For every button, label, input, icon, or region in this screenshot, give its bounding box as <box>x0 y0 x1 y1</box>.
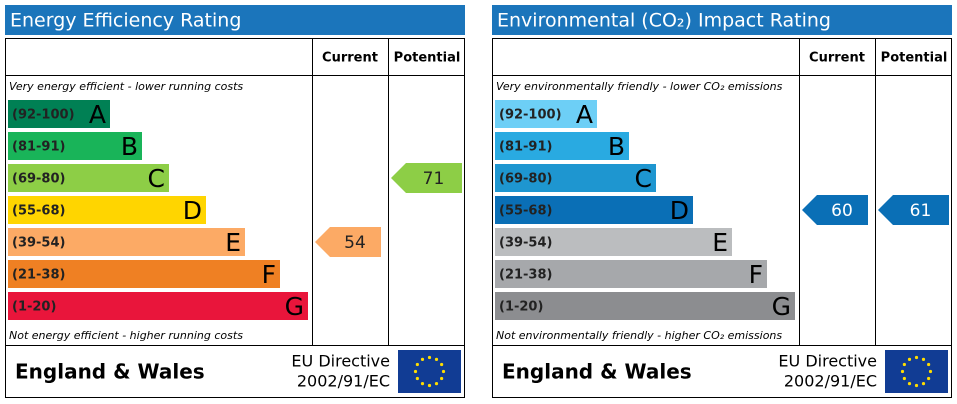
flag-star <box>900 369 905 374</box>
flag-star <box>927 362 931 367</box>
band-letter: G <box>772 292 791 321</box>
flag-star <box>440 362 444 367</box>
flag-star <box>434 357 439 361</box>
directive: 2002/91/EC <box>784 372 877 391</box>
flag-star <box>921 382 926 386</box>
band <box>8 228 245 256</box>
band-range: (55-68) <box>12 204 65 219</box>
band-range: (1-20) <box>499 300 543 315</box>
flag-star <box>427 355 432 360</box>
band-range: (92-100) <box>12 108 75 123</box>
flag-star <box>927 376 931 381</box>
band-range: (92-100) <box>499 108 562 123</box>
band-letter: C <box>635 164 652 193</box>
band <box>8 164 169 192</box>
band-range: (1-20) <box>12 300 56 315</box>
flag-star <box>907 382 912 386</box>
rating-arrow <box>802 195 868 225</box>
flag-star <box>415 362 419 367</box>
flag-star <box>434 382 439 386</box>
column-header: Current <box>809 51 865 66</box>
flag-star <box>907 357 912 361</box>
band <box>495 196 693 224</box>
band-range: (69-80) <box>12 172 65 187</box>
frame <box>492 38 952 398</box>
band-letter: A <box>89 100 106 129</box>
flag-star <box>928 369 933 374</box>
column-header: Potential <box>394 51 461 66</box>
band-range: (21-38) <box>499 268 552 283</box>
band <box>8 196 206 224</box>
column-header: Current <box>322 51 378 66</box>
top-note: Very energy efficient - lower running co… <box>9 80 243 93</box>
band <box>495 260 767 288</box>
rating-arrow <box>315 227 381 257</box>
band <box>495 228 732 256</box>
rating-panel: Energy Efficiency Rating Current Potential… <box>5 5 465 398</box>
flag-star <box>914 383 919 388</box>
band-letter: D <box>183 196 202 225</box>
flag-star <box>420 357 425 361</box>
rating-value: 60 <box>831 201 853 221</box>
column-header: Potential <box>881 51 948 66</box>
panel-title: Energy Efficiency Rating <box>10 10 241 32</box>
flag-star <box>902 362 906 367</box>
band-letter: C <box>148 164 165 193</box>
band-range: (55-68) <box>499 204 552 219</box>
flag-star <box>902 376 906 381</box>
flag-star <box>441 369 446 374</box>
band-range: (81-91) <box>12 140 65 155</box>
band-letter: D <box>670 196 689 225</box>
band-letter: F <box>262 260 276 289</box>
band <box>495 164 656 192</box>
flag-star <box>921 357 926 361</box>
title-bar <box>492 5 952 35</box>
region: England & Wales <box>502 360 692 384</box>
band-range: (39-54) <box>12 236 65 251</box>
band <box>8 100 110 128</box>
flag-star <box>420 382 425 386</box>
band-letter: B <box>121 132 138 161</box>
frame <box>5 38 465 398</box>
band <box>8 260 280 288</box>
flag-star <box>440 376 444 381</box>
band-letter: E <box>225 228 241 257</box>
band <box>8 292 308 320</box>
band-letter: G <box>285 292 304 321</box>
flag-star <box>415 376 419 381</box>
bottom-note: Not environmentally friendly - higher CO… <box>496 329 782 342</box>
band-letter: E <box>712 228 728 257</box>
band-range: (21-38) <box>12 268 65 283</box>
directive: EU Directive <box>778 352 877 371</box>
panel-title: Environmental (CO₂) Impact Rating <box>497 10 831 32</box>
band-letter: B <box>608 132 625 161</box>
rating-value: 71 <box>423 169 445 189</box>
rating-arrow <box>391 163 462 193</box>
title-bar <box>5 5 465 35</box>
band-letter: F <box>749 260 763 289</box>
region: England & Wales <box>15 360 205 384</box>
flag-star <box>427 383 432 388</box>
flag-star <box>914 355 919 360</box>
rating-value: 61 <box>910 201 932 221</box>
band <box>495 132 629 160</box>
band <box>8 132 142 160</box>
directive: EU Directive <box>291 352 390 371</box>
band-letter: A <box>576 100 593 129</box>
band <box>495 100 597 128</box>
band-range: (69-80) <box>499 172 552 187</box>
bottom-note: Not energy efficient - higher running co… <box>9 329 243 342</box>
band <box>495 292 795 320</box>
directive: 2002/91/EC <box>297 372 390 391</box>
band-range: (81-91) <box>499 140 552 155</box>
rating-value: 54 <box>344 233 366 253</box>
band-range: (39-54) <box>499 236 552 251</box>
top-note: Very environmentally friendly - lower CO… <box>496 80 783 93</box>
flag-star <box>413 369 418 374</box>
rating-arrow <box>878 195 949 225</box>
rating-panel: Environmental (CO₂) Impact Rating Current… <box>492 5 952 398</box>
